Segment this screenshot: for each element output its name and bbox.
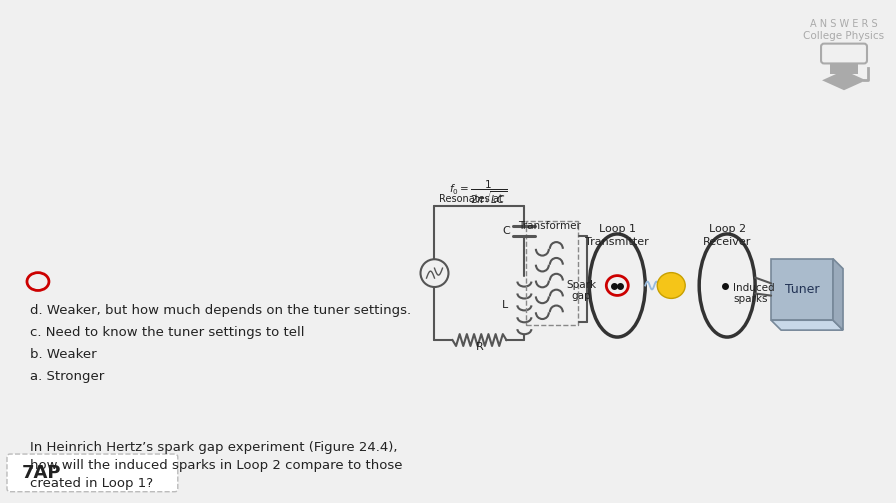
Text: c. Need to know the tuner settings to tell: c. Need to know the tuner settings to te…	[30, 326, 305, 339]
Text: College Physics: College Physics	[804, 31, 884, 41]
FancyBboxPatch shape	[830, 64, 858, 74]
Text: Spark
gap: Spark gap	[566, 280, 597, 301]
FancyBboxPatch shape	[7, 454, 177, 492]
Text: In Heinrich Hertz’s spark gap experiment (Figure 24.4),
how will the induced spa: In Heinrich Hertz’s spark gap experiment…	[30, 441, 402, 490]
Text: d. Weaker, but how much depends on the tuner settings.: d. Weaker, but how much depends on the t…	[30, 304, 411, 317]
Text: b. Weaker: b. Weaker	[30, 348, 97, 361]
Text: Loop 2
Receiver: Loop 2 Receiver	[703, 224, 752, 247]
Text: C: C	[503, 226, 511, 236]
Text: a. Stronger: a. Stronger	[30, 370, 104, 383]
Ellipse shape	[658, 273, 685, 298]
Text: Resonates at: Resonates at	[440, 194, 504, 204]
Text: Induced
sparks: Induced sparks	[733, 283, 775, 304]
Polygon shape	[822, 70, 866, 90]
Text: R: R	[476, 342, 483, 352]
Text: Loop 1
Transmitter: Loop 1 Transmitter	[585, 224, 650, 247]
Polygon shape	[833, 259, 843, 330]
Text: Tuner: Tuner	[785, 283, 819, 296]
Text: $f_0 = \dfrac{1}{2\pi\sqrt{LC}}$: $f_0 = \dfrac{1}{2\pi\sqrt{LC}}$	[450, 179, 508, 206]
FancyBboxPatch shape	[821, 44, 867, 63]
Text: L: L	[502, 300, 508, 310]
Text: Transformer: Transformer	[518, 221, 581, 231]
Text: A N S W E R S: A N S W E R S	[810, 19, 878, 29]
Polygon shape	[771, 320, 843, 330]
Text: 7AP: 7AP	[22, 464, 62, 482]
FancyBboxPatch shape	[771, 259, 833, 320]
